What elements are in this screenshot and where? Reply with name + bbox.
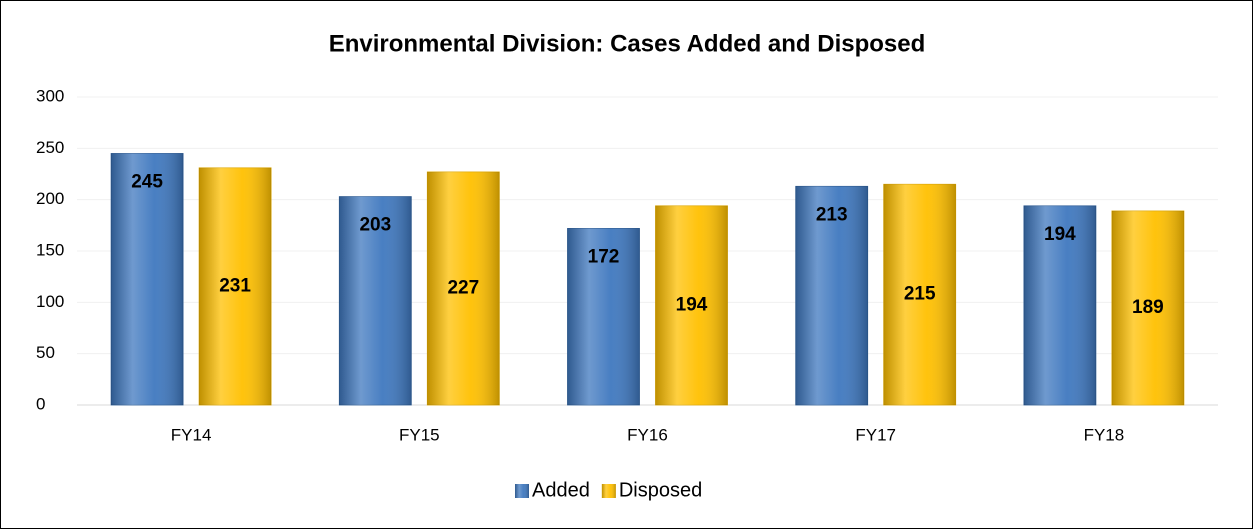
y-tick-label: 150 [36, 240, 64, 259]
bar-shade [427, 171, 500, 405]
bar-shade [339, 196, 412, 405]
bar-shade [655, 205, 728, 405]
bar-shade [795, 186, 868, 405]
y-tick-label: 0 [36, 394, 45, 413]
y-tick-label: 250 [36, 138, 64, 157]
data-label: 189 [1132, 297, 1164, 318]
x-tick-label: FY14 [171, 425, 212, 444]
y-tick-label: 50 [36, 343, 55, 362]
legend-label: Added [532, 479, 590, 501]
data-label: 194 [676, 294, 708, 315]
data-label: 213 [816, 204, 848, 225]
chart-title: Environmental Division: Cases Added and … [329, 30, 926, 57]
data-label: 194 [1044, 224, 1076, 245]
x-tick-label: FY16 [627, 425, 668, 444]
data-label: 203 [359, 215, 391, 236]
data-label: 227 [447, 277, 479, 298]
bar-shade [567, 228, 640, 405]
y-tick-label: 200 [36, 189, 64, 208]
y-tick-label: 300 [36, 86, 64, 105]
data-label: 231 [219, 275, 251, 296]
bar-shade [199, 167, 272, 405]
x-tick-label: FY17 [855, 425, 896, 444]
data-label: 215 [904, 284, 936, 305]
data-label: 172 [588, 246, 620, 267]
data-label: 245 [131, 171, 163, 192]
x-tick-label: FY18 [1084, 425, 1125, 444]
bar-shade [111, 153, 184, 405]
legend-shade [601, 484, 616, 498]
legend-label: Disposed [619, 479, 702, 501]
legend-shade [515, 484, 529, 498]
bar-shade [1111, 210, 1184, 405]
bar-shade [883, 184, 956, 405]
y-tick-label: 100 [36, 292, 64, 311]
x-tick-label: FY15 [399, 425, 440, 444]
bar-shade [1023, 205, 1096, 405]
